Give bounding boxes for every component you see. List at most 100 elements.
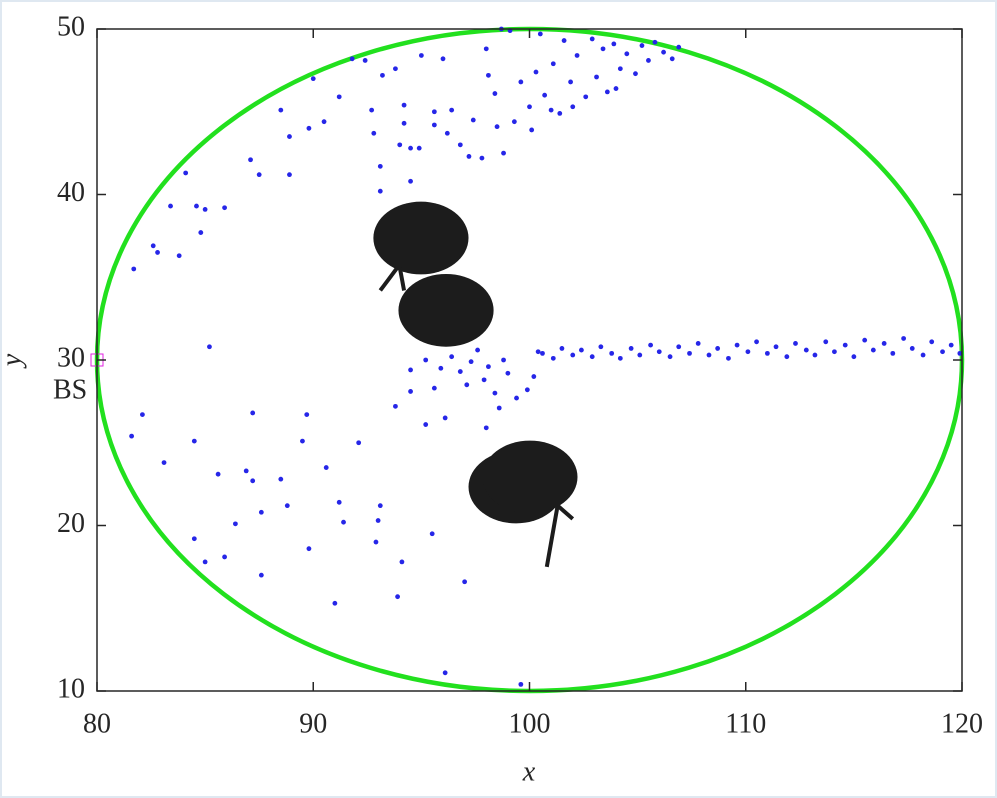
y-tick-label: 30 <box>57 342 85 373</box>
point <box>676 44 682 50</box>
point <box>373 539 379 545</box>
y-tick-label: 20 <box>57 508 85 539</box>
point <box>332 600 338 606</box>
point <box>773 344 779 350</box>
point <box>393 66 398 72</box>
point <box>812 352 818 358</box>
point <box>574 53 580 58</box>
obstacle <box>373 201 469 275</box>
segment <box>544 501 575 568</box>
point <box>466 154 472 159</box>
point <box>531 374 537 379</box>
point <box>464 382 470 388</box>
point <box>401 102 407 108</box>
point <box>639 43 645 48</box>
point <box>306 546 312 552</box>
point <box>533 69 539 75</box>
point <box>501 150 506 156</box>
point <box>524 387 530 393</box>
point <box>222 205 227 211</box>
point <box>481 377 487 383</box>
point <box>570 352 576 358</box>
point <box>656 349 662 355</box>
x-tick-label: 90 <box>299 708 327 739</box>
point <box>284 503 290 509</box>
y-tick-label: 50 <box>57 11 85 42</box>
point <box>362 58 368 63</box>
point <box>222 554 227 560</box>
point <box>527 104 532 110</box>
point <box>745 349 751 355</box>
point <box>646 58 651 63</box>
point <box>617 66 623 72</box>
point <box>397 142 403 148</box>
point <box>306 125 312 131</box>
point <box>369 107 375 113</box>
point <box>341 519 346 525</box>
point <box>131 266 137 272</box>
point <box>233 521 238 527</box>
point <box>258 572 264 578</box>
point <box>431 109 437 115</box>
point <box>568 79 573 85</box>
point <box>440 56 446 62</box>
point <box>356 440 362 446</box>
point <box>518 681 524 687</box>
point <box>475 347 480 353</box>
point <box>198 230 204 235</box>
point <box>248 157 253 163</box>
point <box>542 92 548 98</box>
point <box>648 342 653 348</box>
x-tick-label: 110 <box>725 708 766 739</box>
point <box>408 389 413 394</box>
point <box>140 412 145 418</box>
point <box>550 355 556 361</box>
point <box>250 478 256 484</box>
point <box>537 31 543 37</box>
point <box>613 86 619 91</box>
y-axis-label: y <box>0 353 27 369</box>
point <box>676 344 682 350</box>
point <box>243 468 249 474</box>
point <box>514 395 519 401</box>
point <box>150 243 156 249</box>
point <box>444 130 450 136</box>
point <box>715 346 721 351</box>
point <box>633 71 638 77</box>
point <box>438 365 444 371</box>
point <box>393 403 398 409</box>
point <box>851 354 857 360</box>
x-tick-label: 100 <box>509 708 551 739</box>
point <box>191 438 197 444</box>
point <box>661 49 666 55</box>
x-axis-label: x <box>522 756 536 787</box>
point <box>449 107 455 113</box>
point <box>589 354 595 360</box>
point <box>423 357 429 363</box>
y-tick-label: 40 <box>57 177 85 208</box>
point <box>449 354 455 360</box>
point <box>408 178 413 184</box>
point <box>957 350 963 356</box>
point <box>278 107 284 113</box>
point <box>940 349 945 355</box>
point <box>561 38 567 43</box>
point <box>529 127 535 133</box>
point <box>442 415 448 421</box>
point <box>535 349 541 355</box>
point <box>202 206 208 212</box>
point <box>202 559 208 565</box>
point <box>250 410 256 416</box>
point <box>823 339 829 345</box>
point <box>496 405 502 411</box>
point <box>380 72 385 78</box>
point <box>336 499 342 505</box>
segment <box>397 266 407 291</box>
point <box>598 344 604 350</box>
point <box>589 36 595 42</box>
point <box>258 509 264 515</box>
point <box>518 79 524 85</box>
point <box>336 94 342 100</box>
point <box>483 46 489 52</box>
